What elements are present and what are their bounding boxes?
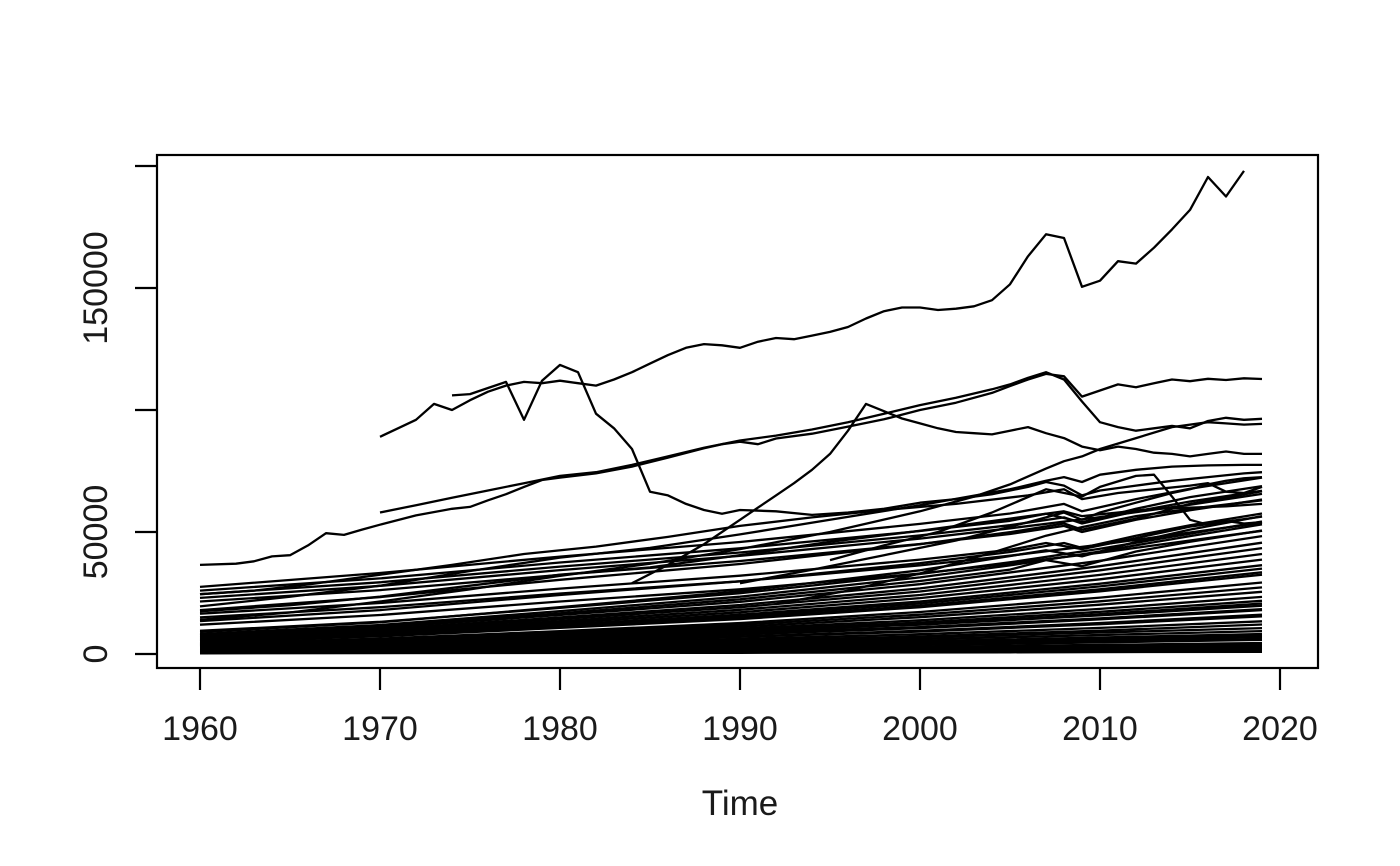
series-line-s45	[199, 586, 1263, 645]
y-axis-ticks	[135, 164, 157, 656]
series-line-s28	[199, 552, 1263, 640]
series-line-s04	[379, 371, 1263, 514]
y-tick-label-50000: 50000	[76, 484, 115, 580]
series-line-s49	[199, 595, 1263, 647]
series-line-s32	[199, 558, 1263, 641]
series-line-s08	[199, 482, 1263, 596]
series-line-s48	[199, 613, 1263, 649]
x-tick-label-2010: 2010	[1062, 710, 1138, 748]
series-line-s25	[199, 520, 1263, 632]
plot-box	[155, 153, 1320, 670]
series-line-s14	[199, 492, 1263, 600]
series-line-s16	[199, 484, 1263, 592]
series-line-s33	[199, 546, 1263, 639]
series-line-s63	[199, 637, 1263, 652]
series-line-s61	[199, 646, 1263, 654]
series-line-s47	[199, 602, 1263, 648]
series-line-s23	[199, 515, 1263, 615]
series-line-s59	[199, 626, 1263, 649]
series-line-s34	[199, 567, 1263, 642]
x-axis-ticks	[198, 668, 1282, 690]
series-line-s11	[739, 475, 1263, 585]
series-line-s06	[631, 402, 1262, 585]
series-line-s13	[199, 498, 1263, 603]
series-lines	[199, 170, 1263, 655]
x-tick-label-1970: 1970	[342, 710, 418, 748]
series-line-s22	[199, 521, 1263, 619]
x-tick-label-2020: 2020	[1242, 710, 1318, 748]
series-line-s35	[199, 534, 1263, 637]
series-line-s30	[199, 529, 1263, 637]
y-tick-label-150000: 150000	[76, 231, 115, 345]
series-line-s21	[199, 512, 1263, 623]
series-line-s17	[199, 476, 1263, 589]
x-tick-label-1990: 1990	[702, 710, 778, 748]
x-tick-label-1960: 1960	[162, 710, 238, 748]
series-line-s03	[199, 372, 1263, 567]
series-line-s19	[199, 523, 1263, 636]
x-tick-label-2000: 2000	[882, 710, 958, 748]
series-line-s15	[199, 489, 1263, 596]
x-axis-title: Time	[701, 784, 779, 823]
x-tick-label-1980: 1980	[522, 710, 598, 748]
series-line-s01	[379, 170, 1245, 438]
series-line-s24	[199, 490, 1263, 612]
